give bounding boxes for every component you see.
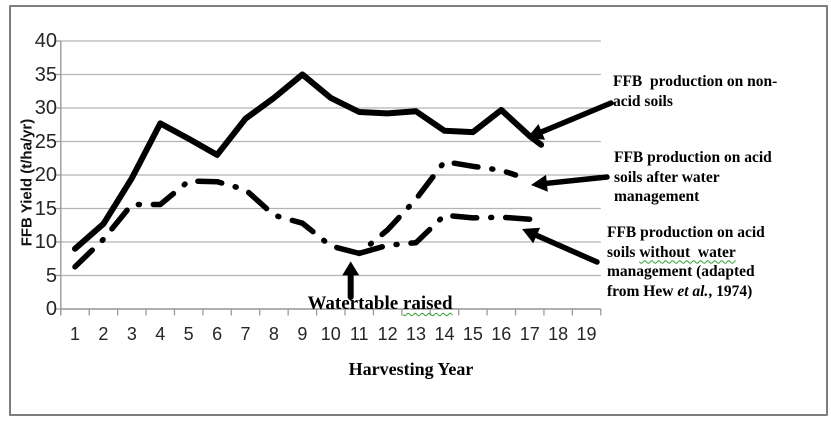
y-tick-label: 40	[34, 30, 57, 52]
y-tick-label: 0	[45, 298, 57, 320]
y-tick-label: 5	[45, 264, 57, 287]
y-tick-label: 30	[34, 97, 57, 119]
x-tick-label: 2	[98, 324, 109, 344]
x-tick-label: 8	[268, 324, 279, 344]
legend-label-segment: from Hew	[607, 282, 678, 300]
legend-arrow-non-acid-head	[527, 124, 545, 140]
legend-arrow-without-water-management-shaft	[533, 232, 600, 265]
x-tick-label: 14	[434, 324, 455, 344]
y-tick-label: 15	[34, 197, 57, 220]
legend-label-line: FFB production on non-	[613, 73, 778, 90]
legend-label-segment-italic: et al.	[677, 282, 709, 300]
legend-label-segment: soils	[607, 243, 640, 261]
y-tick-label: 20	[34, 164, 57, 186]
legend-arrow-after-water-management-head	[531, 174, 548, 192]
x-tick-label: 9	[297, 324, 308, 344]
y-tick-label: 10	[34, 231, 57, 253]
x-tick-label: 18	[548, 324, 569, 344]
legend-label-line: FFB production on acid	[607, 224, 765, 241]
legend-label-line: soils after water	[614, 168, 720, 186]
legend-label-segment: , 1974)	[708, 282, 753, 300]
x-tick-label: 17	[519, 324, 540, 344]
x-tick-label: 15	[462, 324, 483, 344]
x-tick-label: 1	[69, 324, 80, 344]
series-line-acid-soils-after-water-management	[72, 158, 519, 270]
x-axis-title: Harvesting Year	[348, 359, 474, 379]
y-tick-label: 25	[34, 130, 57, 153]
x-tick-label: 4	[155, 324, 166, 344]
x-tick-label: 12	[377, 324, 398, 344]
x-tick-label: 3	[126, 324, 137, 344]
annotation-text: Watertable	[307, 293, 403, 314]
legend-label-line: management (adapted	[607, 263, 755, 280]
legend-arrow-after-water-management-shaft	[544, 174, 610, 187]
legend-entry-acid-soils-after-water-management: FFB production on acid soils after water…	[614, 148, 772, 207]
legend-label-line: acid soils	[613, 92, 673, 110]
legend-label-line: from Hew et al., 1974)	[607, 282, 765, 302]
x-tick-label: 6	[212, 324, 223, 344]
legend-label-segment-underlined: without water	[639, 243, 736, 261]
x-tick-label: 13	[406, 324, 427, 344]
legend-label-line: soils without water	[607, 243, 765, 263]
legend-entry-acid-soils-without-water-management: FFB production on acid soils without wat…	[607, 223, 765, 301]
series-line-non-acid-soils	[72, 71, 545, 252]
x-tick-label: 16	[491, 324, 512, 344]
annotation-text-underlined: raised	[402, 293, 453, 314]
y-tick-label: 35	[34, 63, 57, 86]
watertable-raised-arrow-head	[342, 261, 360, 276]
legend-arrow-non-acid-shaft	[539, 100, 614, 135]
x-tick-label: 7	[240, 324, 251, 344]
legend-label-line: FFB production on acid	[614, 149, 772, 166]
legend-entry-non-acid-soils: FFB production on non- acid soils	[613, 72, 777, 111]
x-tick-label: 11	[349, 324, 369, 344]
x-tick-label: 19	[576, 324, 597, 344]
legend-label-line: management	[614, 188, 700, 205]
x-tick-label: 10	[320, 324, 341, 344]
legend-arrow-without-water-management-head	[522, 227, 541, 244]
annotation-watertable-raised: Watertable raised	[285, 293, 475, 315]
x-tick-label: 5	[183, 324, 194, 344]
